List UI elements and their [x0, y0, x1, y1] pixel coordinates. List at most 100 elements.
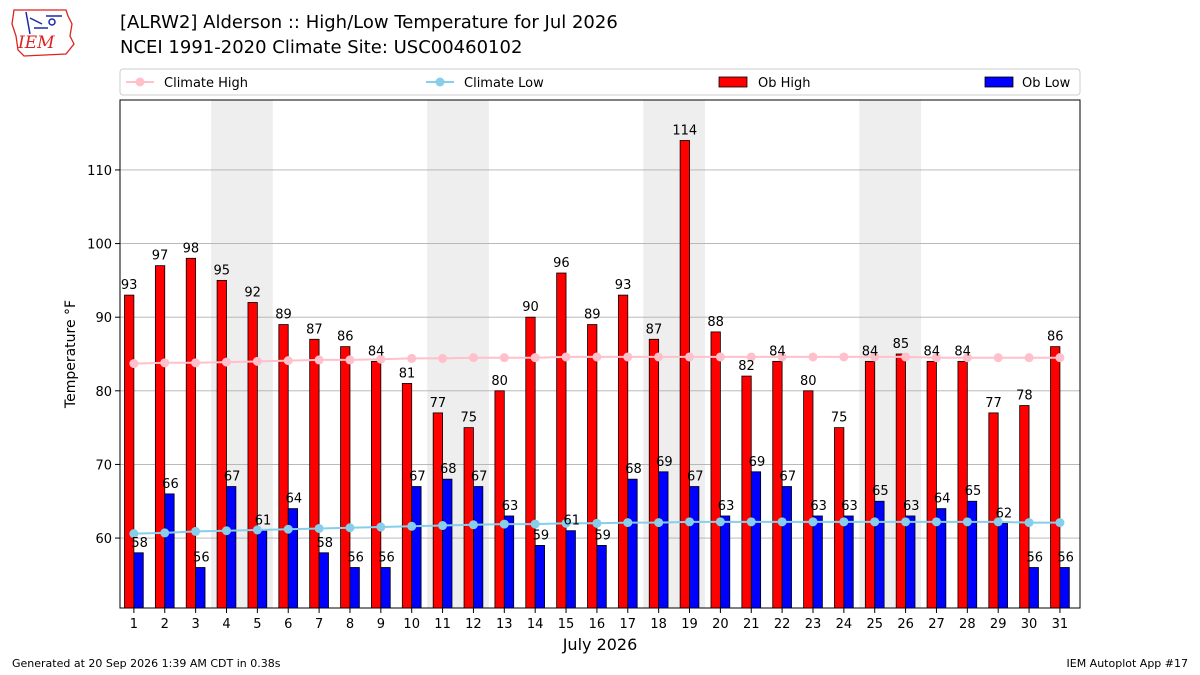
legend-box [119, 68, 1081, 96]
ob-low-label: 67 [687, 470, 704, 485]
ob-low-label: 58 [131, 536, 148, 551]
ob-low-bar [318, 552, 329, 609]
x-tick-label: 14 [527, 617, 544, 632]
ob-low-label: 64 [286, 492, 303, 507]
ob-high-bar [154, 265, 166, 609]
ob-low-bar [627, 478, 638, 609]
ob-high-label: 87 [306, 322, 323, 337]
ob-high-label: 84 [954, 344, 971, 359]
y-tick-label: 90 [95, 311, 112, 326]
climate-high-point [962, 353, 972, 363]
chart-title: [ALRW2] Alderson :: High/Low Temperature… [120, 12, 618, 33]
ob-low-label: 58 [317, 536, 334, 551]
ob-high-bar [617, 294, 629, 609]
ob-low-bar [1059, 567, 1070, 609]
climate-low-point [962, 517, 972, 527]
climate-low-point [777, 517, 787, 527]
ob-high-label: 82 [738, 359, 755, 374]
climate-low-point [592, 518, 602, 528]
climate-high-point [777, 352, 787, 362]
ob-high-label: 84 [862, 344, 879, 359]
ob-high-label: 77 [430, 396, 447, 411]
x-tick-label: 23 [805, 617, 822, 632]
ob-high-bar [1050, 346, 1061, 609]
climate-low-point [685, 517, 695, 527]
climate-low-point [839, 517, 849, 527]
climate-low-point [1024, 518, 1034, 528]
x-tick-label: 12 [465, 617, 482, 632]
ob-high-bar [679, 140, 690, 609]
ob-low-label: 63 [841, 499, 858, 514]
climate-low-point [623, 518, 633, 528]
climate-high-point [931, 353, 941, 363]
ob-low-bar [997, 522, 1008, 609]
climate-high-point [345, 355, 355, 365]
climate-low-point [1055, 518, 1065, 528]
climate-low-point [252, 525, 262, 535]
ob-low-label: 67 [224, 470, 241, 485]
x-axis-label: July 2026 [562, 635, 638, 654]
x-tick-label: 9 [377, 617, 385, 632]
ob-high-bar [216, 279, 227, 609]
climate-high-point [715, 352, 725, 362]
ob-high-bar [741, 375, 752, 609]
ob-low-label: 63 [903, 499, 920, 514]
climate-high-point [438, 353, 448, 363]
ob-low-label: 67 [780, 470, 797, 485]
ob-high-label: 92 [244, 285, 261, 300]
legend-ob-high-label: Ob High [758, 76, 811, 91]
ob-low-bar [658, 471, 669, 609]
x-tick-label: 11 [434, 617, 451, 632]
chart-subtitle: NCEI 1991-2020 Climate Site: USC00460102 [120, 37, 523, 58]
x-tick-label: 15 [558, 617, 575, 632]
ob-high-bar [278, 324, 289, 609]
climate-high-point [685, 352, 695, 362]
ob-high-bar [124, 294, 135, 609]
climate-high-point [283, 356, 293, 366]
ob-high-label: 89 [275, 308, 292, 323]
ob-high-label: 84 [368, 344, 385, 359]
climate-low-point [129, 529, 139, 539]
ob-high-bar [340, 346, 351, 609]
climate-high-point [1055, 353, 1065, 363]
y-tick-label: 70 [95, 458, 112, 473]
climate-high-point [993, 353, 1003, 363]
ob-low-label: 61 [563, 514, 580, 529]
climate-low-point [870, 517, 880, 527]
ob-high-label: 77 [985, 396, 1002, 411]
climate-high-point [901, 352, 911, 362]
climate-low-point [654, 518, 664, 528]
plot-frame [119, 99, 1081, 609]
climate-high-point [160, 358, 170, 368]
x-tick-label: 1 [130, 617, 138, 632]
climate-low-point [993, 517, 1003, 527]
climate-low-point [376, 522, 386, 532]
ob-low-label: 67 [471, 470, 488, 485]
legend-ob-low-swatch [984, 76, 1014, 88]
ob-low-label: 63 [718, 499, 735, 514]
ob-low-label: 65 [872, 484, 889, 499]
x-tick-label: 7 [315, 617, 323, 632]
ob-low-label: 63 [810, 499, 827, 514]
x-tick-label: 20 [712, 617, 729, 632]
x-tick-label: 31 [1052, 617, 1069, 632]
ob-low-bar [287, 508, 299, 609]
ob-low-label: 68 [625, 462, 642, 477]
climate-low-point [808, 517, 818, 527]
ob-high-label: 93 [121, 278, 138, 293]
y-tick-label: 80 [95, 385, 112, 400]
ob-low-bar [442, 478, 453, 609]
climate-high-point [468, 353, 478, 363]
ob-low-label: 63 [502, 499, 519, 514]
y-axis-label: Temperature °F [63, 300, 79, 409]
ob-high-label: 78 [1016, 389, 1033, 404]
ob-high-label: 75 [460, 411, 477, 426]
ob-low-bar [966, 500, 978, 609]
climate-low-point [901, 517, 911, 527]
ob-high-label: 80 [491, 374, 508, 389]
climate-high-point [530, 353, 540, 363]
ob-low-label: 64 [934, 492, 951, 507]
ob-high-label: 84 [769, 344, 786, 359]
climate-low-point [221, 526, 231, 536]
x-tick-label: 29 [990, 617, 1007, 632]
